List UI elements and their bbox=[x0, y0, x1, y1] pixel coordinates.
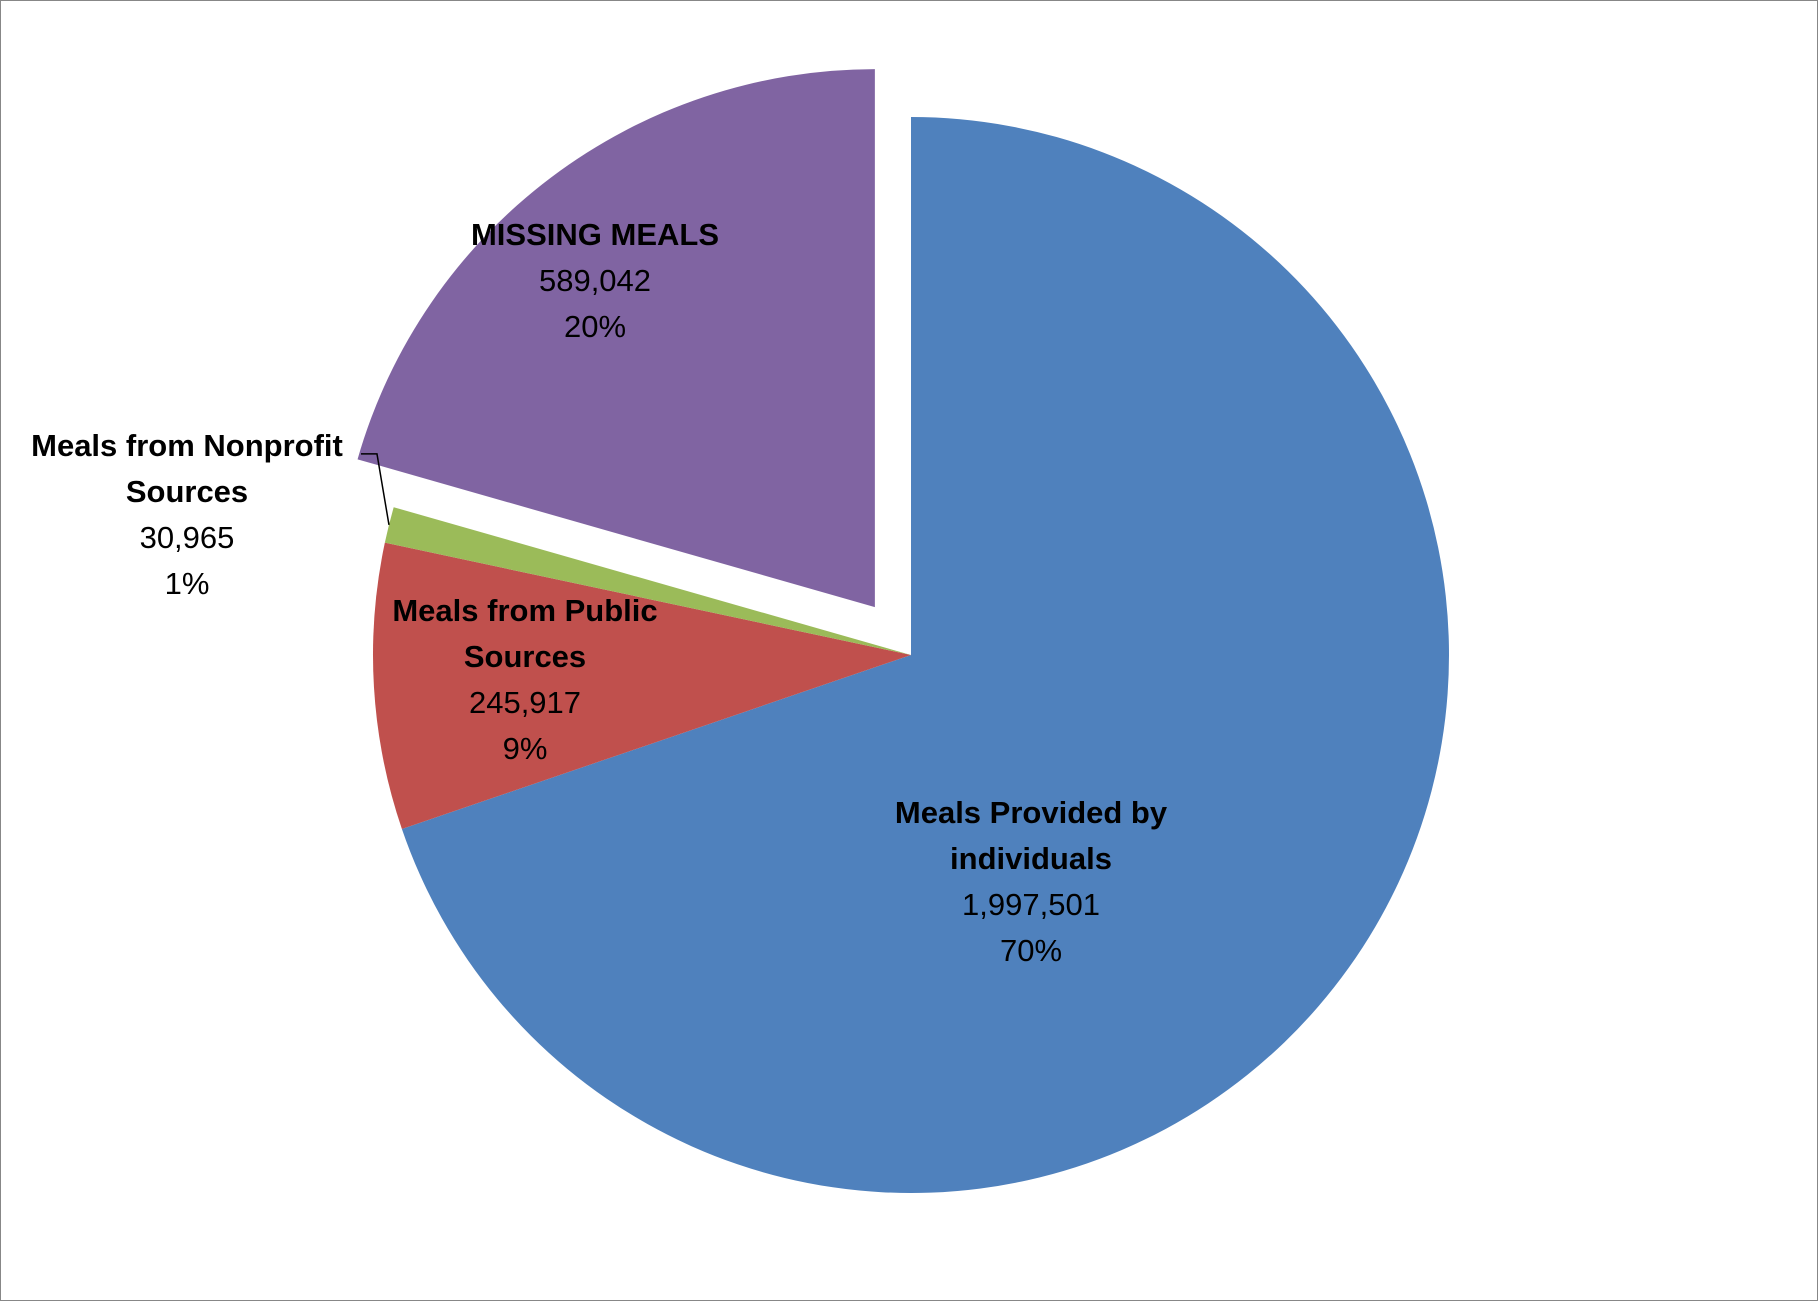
data-label-category: Meals Provided by bbox=[895, 795, 1168, 830]
data-label-missing-meals: MISSING MEALS 589,042 20% bbox=[471, 217, 719, 344]
data-label-category: individuals bbox=[950, 841, 1112, 876]
data-label-percent: 1% bbox=[165, 566, 210, 601]
pie-slice-meals-from-nonprofit-sources bbox=[384, 507, 911, 655]
data-label-value: 245,917 bbox=[469, 685, 581, 720]
data-label-category: Sources bbox=[126, 474, 248, 509]
leader-line-nonprofit bbox=[360, 453, 390, 525]
data-label-category: Meals from Nonprofit bbox=[31, 428, 343, 463]
pie-slice-meals-provided-by-individuals bbox=[401, 117, 1449, 1193]
data-label-category: Sources bbox=[464, 639, 586, 674]
data-label-percent: 70% bbox=[1000, 933, 1062, 968]
pie-slice-meals-from-public-sources bbox=[373, 542, 912, 829]
data-label-value: 589,042 bbox=[539, 263, 651, 298]
data-label-percent: 20% bbox=[564, 309, 626, 344]
data-label-percent: 9% bbox=[503, 731, 548, 766]
data-label-meals-from-public-sources: Meals from Public Sources 245,917 9% bbox=[392, 593, 657, 766]
pie-slice-missing-meals bbox=[357, 69, 875, 608]
data-label-value: 30,965 bbox=[140, 520, 235, 555]
data-label-meals-from-nonprofit-sources: Meals from Nonprofit Sources 30,965 1% bbox=[31, 428, 343, 601]
data-label-category: Meals from Public bbox=[392, 593, 657, 628]
data-label-value: 1,997,501 bbox=[962, 887, 1100, 922]
data-label-meals-provided-by-individuals: Meals Provided by individuals 1,997,501 70% bbox=[895, 795, 1168, 968]
data-label-category: MISSING MEALS bbox=[471, 217, 719, 252]
